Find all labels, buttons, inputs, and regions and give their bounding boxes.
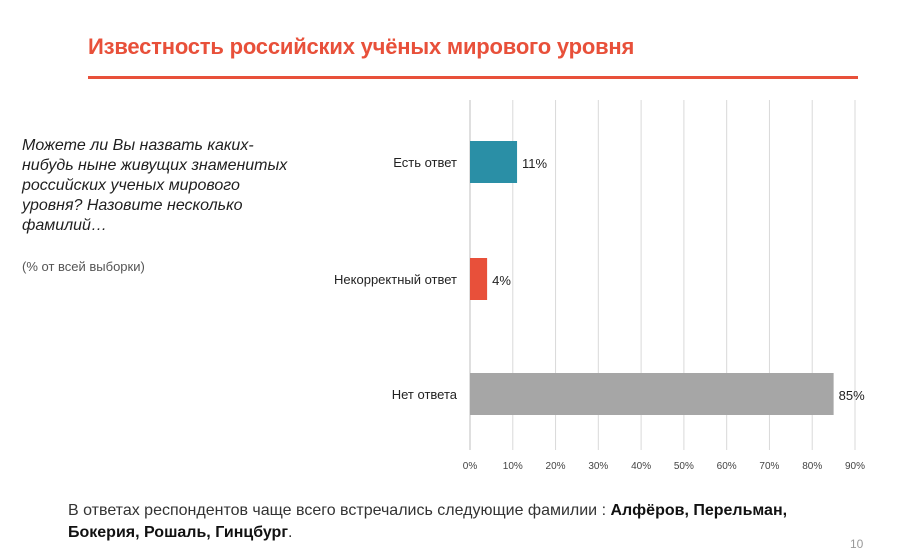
bar-2 [470,258,488,300]
survey-question: Можете ли Вы назвать каких-нибудь ныне ж… [22,137,288,234]
category-label: Нет ответа [392,387,458,402]
x-tick-label: 0% [463,461,478,472]
footer-suffix: . [288,524,293,541]
category-label: Есть ответ [393,155,457,170]
chart-bars [470,141,834,415]
data-label: 11% [522,156,547,171]
x-tick-label: 30% [588,461,608,472]
x-tick-label: 10% [503,461,523,472]
x-tick-label: 60% [717,461,737,472]
data-label: 4% [492,273,511,288]
bar-1 [470,141,518,183]
x-tick-label: 80% [802,461,822,472]
chart-labels: 0% 10% 20% 30% 40% 50% 60% 70% 80% 90% Есть ответ 1… [334,155,865,472]
slide-title: Известность российских учёных мирового у… [88,34,635,59]
x-tick-label: 70% [759,461,779,472]
x-tick-label: 40% [631,461,651,472]
page-number: 10 [850,537,864,551]
sample-note: (% от всей выборки) [22,259,145,274]
category-label: Некорректный ответ [334,272,457,287]
x-tick-label: 90% [845,461,865,472]
footer-prefix: В ответах респондентов чаще всего встреч… [68,502,611,519]
x-tick-label: 50% [674,461,694,472]
footer-names: Алфёров, Перельман, Бокерия, Рошаль, Гин… [68,502,788,541]
footer-text: В ответах респондентов чаще всего встреч… [68,500,838,544]
data-label: 85% [839,388,865,403]
x-tick-label: 20% [546,461,566,472]
bar-3 [470,373,834,415]
title-underline [88,76,858,79]
